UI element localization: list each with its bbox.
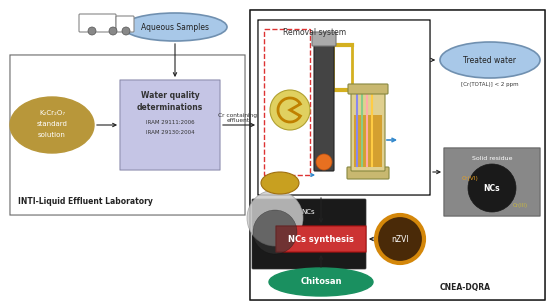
Circle shape: [109, 27, 117, 35]
Text: Cr containing
effluent: Cr containing effluent: [218, 113, 257, 123]
Text: determinations: determinations: [137, 103, 203, 112]
Bar: [354, 115, 382, 167]
FancyBboxPatch shape: [348, 84, 388, 94]
FancyBboxPatch shape: [351, 89, 385, 171]
FancyBboxPatch shape: [444, 148, 540, 216]
Ellipse shape: [261, 172, 299, 194]
Ellipse shape: [123, 13, 227, 41]
FancyBboxPatch shape: [79, 14, 116, 32]
Ellipse shape: [10, 97, 94, 153]
Text: INTI-Liquid Effluent Laboratory: INTI-Liquid Effluent Laboratory: [18, 197, 153, 206]
FancyBboxPatch shape: [252, 199, 366, 269]
Text: standard: standard: [36, 121, 68, 127]
FancyBboxPatch shape: [347, 167, 389, 179]
Text: Solid residue: Solid residue: [472, 156, 512, 161]
FancyBboxPatch shape: [10, 55, 245, 215]
Text: Water quality: Water quality: [141, 91, 199, 100]
Circle shape: [468, 164, 516, 212]
Circle shape: [376, 215, 424, 263]
Text: solution: solution: [38, 132, 66, 138]
Text: NCs synthesis: NCs synthesis: [288, 235, 354, 243]
Text: CNEA-DQRA: CNEA-DQRA: [440, 283, 491, 292]
Circle shape: [88, 27, 96, 35]
Circle shape: [316, 154, 332, 170]
Text: Removal system: Removal system: [283, 28, 346, 37]
Text: [Cr(TOTAL)] < 2 ppm: [Cr(TOTAL)] < 2 ppm: [461, 82, 519, 87]
Text: Cr(III): Cr(III): [513, 203, 527, 208]
Ellipse shape: [440, 42, 540, 78]
FancyBboxPatch shape: [276, 226, 366, 252]
Text: K₂Cr₂O₇: K₂Cr₂O₇: [39, 110, 65, 116]
FancyBboxPatch shape: [116, 16, 134, 32]
Text: Chitosan: Chitosan: [300, 278, 342, 286]
Text: Cr(VI): Cr(VI): [461, 176, 478, 181]
Text: IRAM 29130:2004: IRAM 29130:2004: [146, 130, 194, 135]
FancyBboxPatch shape: [120, 80, 220, 170]
Text: nZVI: nZVI: [391, 235, 409, 243]
Circle shape: [122, 27, 130, 35]
Circle shape: [247, 190, 303, 246]
FancyBboxPatch shape: [314, 34, 334, 171]
FancyBboxPatch shape: [258, 20, 430, 195]
Text: NCs: NCs: [483, 184, 500, 192]
Ellipse shape: [269, 268, 373, 296]
Circle shape: [253, 210, 297, 254]
Circle shape: [270, 90, 310, 130]
Text: IRAM 29111:2006: IRAM 29111:2006: [146, 120, 194, 125]
Text: Aqueous Samples: Aqueous Samples: [141, 22, 209, 32]
Text: NCs: NCs: [301, 209, 315, 215]
Text: Treated water: Treated water: [464, 56, 516, 64]
FancyBboxPatch shape: [312, 32, 336, 46]
FancyBboxPatch shape: [250, 10, 545, 300]
